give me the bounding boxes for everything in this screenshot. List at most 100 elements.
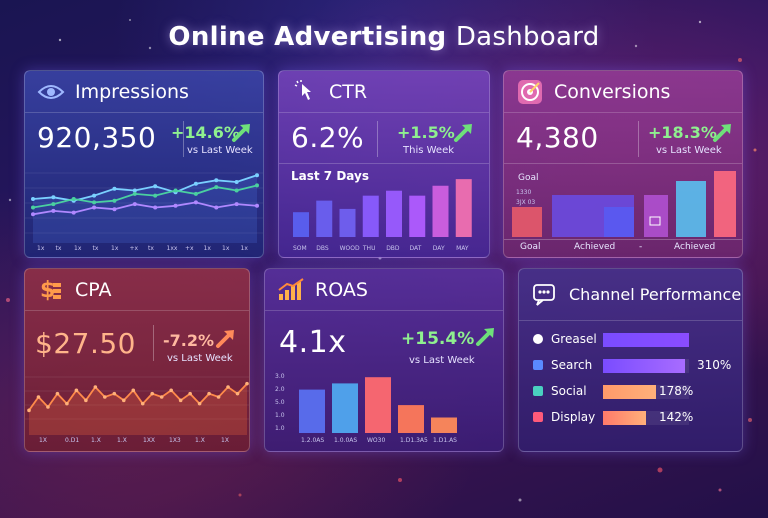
- cpa-card[interactable]: $ CPA $27.50 -7.2% vs Last Week 1X 0.D1 1.…: [24, 268, 250, 452]
- channel-percent: 310%: [697, 358, 732, 372]
- ctr-bar-chart: [293, 179, 472, 237]
- impressions-point: [234, 202, 239, 207]
- x-tick-label: THU: [362, 245, 376, 252]
- chat-icon: [531, 281, 559, 309]
- cpa-value: $27.50: [35, 327, 136, 360]
- impressions-line-chart: [25, 172, 263, 243]
- x-tick-label: 1x: [111, 245, 119, 252]
- achieved-bar: [714, 171, 736, 237]
- cpa-point: [150, 391, 155, 396]
- ctr-bar: [432, 185, 449, 237]
- x-tick-label: +x: [185, 245, 194, 252]
- arrow-up-icon: [231, 121, 253, 147]
- impressions-point: [112, 207, 117, 212]
- y-tick-label: 5.0: [275, 399, 285, 406]
- dollar-icon: $: [37, 276, 65, 304]
- impressions-point: [51, 202, 56, 207]
- cpa-point: [36, 395, 41, 399]
- goal-tick: 3JX 03: [516, 199, 536, 206]
- impressions-point: [92, 205, 97, 210]
- x-tick-label: 1.X: [91, 437, 101, 444]
- x-tick-label: 1XX: [143, 437, 156, 444]
- footer-label-achieved: Achieved: [574, 242, 616, 252]
- impressions-point: [132, 191, 137, 196]
- impressions-point: [234, 188, 239, 193]
- impressions-point: [92, 200, 97, 205]
- x-tick-label: 1x: [240, 245, 248, 252]
- channel-bar-fill: [603, 359, 685, 373]
- cpa-point: [140, 401, 145, 406]
- cpa-line-chart: [25, 376, 249, 435]
- cpa-point: [65, 401, 69, 406]
- roas-card[interactable]: ROAS 4.1x +15.4% vs Last Week 3.0 2.0 5.0 1…: [264, 268, 504, 452]
- ctr-card[interactable]: CTR 6.2% +1.5% This Week Last 7 Days SOM…: [278, 70, 490, 258]
- cpa-label: CPA: [75, 278, 112, 301]
- achieved-bar: [676, 181, 706, 237]
- impressions-point: [31, 205, 35, 210]
- conversions-card[interactable]: Conversions 4,380 +18.3% vs Last Week Go…: [503, 70, 743, 258]
- footer-label-goal: Goal: [520, 242, 541, 252]
- cpa-point: [112, 391, 117, 396]
- ctr-bar: [339, 208, 356, 237]
- cpa-point: [197, 401, 202, 406]
- roas-bar: [431, 417, 457, 433]
- cpa-change: -7.2%: [163, 331, 215, 350]
- conversions-label: Conversions: [554, 80, 671, 103]
- impressions-card[interactable]: Impressions 920,350 +14.6% vs Last Week …: [24, 70, 264, 258]
- impressions-area-fill: [33, 175, 257, 243]
- footer-label-achieved: Achieved: [674, 242, 716, 252]
- channel-row[interactable]: Search 310%: [519, 355, 742, 377]
- channel-bar-fill: [603, 333, 689, 347]
- x-tick-label: +x: [129, 245, 139, 252]
- impressions-point: [255, 203, 259, 208]
- title-bold-text: Online Advertising: [168, 22, 447, 52]
- x-tick-label: 1.0.0AS: [334, 437, 358, 444]
- cpa-point: [245, 381, 249, 386]
- impressions-point: [112, 198, 117, 203]
- roas-bar: [299, 389, 325, 433]
- impressions-point: [71, 197, 76, 201]
- bar-chart-icon: [277, 276, 305, 304]
- channel-row[interactable]: Display 142%: [519, 407, 742, 429]
- roas-bar-chart: [299, 377, 457, 433]
- channel-bar-track: [603, 411, 689, 425]
- cpa-point: [169, 388, 173, 393]
- social-icon: [533, 386, 543, 396]
- channel-bar-fill: [603, 385, 657, 399]
- x-tick-label: 1.2.0AS: [301, 437, 325, 444]
- x-tick-label: 1xx: [166, 245, 178, 252]
- channel-card[interactable]: Channel Performance Greasel Search 310% Soc…: [518, 268, 743, 452]
- channel-bar-track: [603, 359, 689, 373]
- ctr-header: CTR: [279, 71, 489, 113]
- roas-bar: [398, 405, 424, 433]
- impressions-point: [234, 180, 239, 184]
- roas-change: +15.4%: [401, 329, 475, 349]
- cpa-point: [178, 398, 183, 403]
- x-tick-label: 1X3: [169, 437, 181, 444]
- goal-label: Goal: [518, 173, 539, 183]
- cpa-header: $ CPA: [25, 269, 249, 311]
- channel-row[interactable]: Social 178%: [519, 381, 742, 403]
- x-tick-label: tx: [55, 245, 62, 252]
- x-tick-label: WO30: [367, 437, 386, 444]
- svg-text:$: $: [40, 278, 55, 303]
- x-tick-label: DBS: [316, 245, 329, 252]
- roas-bar: [365, 377, 391, 433]
- roas-change-note: vs Last Week: [409, 355, 475, 366]
- impressions-point: [193, 181, 198, 186]
- impressions-point: [51, 208, 56, 213]
- impressions-change-note: vs Last Week: [187, 145, 253, 156]
- cpa-point: [207, 391, 211, 396]
- x-tick-label: 1.X: [195, 437, 205, 444]
- conversions-bar-chart: [512, 171, 736, 237]
- y-tick-label: 2.0: [275, 386, 285, 393]
- ctr-bar: [409, 195, 426, 237]
- x-tick-label: 1x: [203, 245, 211, 252]
- x-tick-label: 1x: [37, 245, 45, 252]
- channel-percent: 178%: [659, 384, 694, 398]
- cpa-point: [93, 385, 98, 389]
- goal-tick: 1330: [516, 189, 532, 196]
- channel-row[interactable]: Greasel: [519, 329, 742, 351]
- x-tick-label: SOM: [293, 245, 307, 252]
- ctr-section-title: Last 7 Days: [291, 169, 369, 183]
